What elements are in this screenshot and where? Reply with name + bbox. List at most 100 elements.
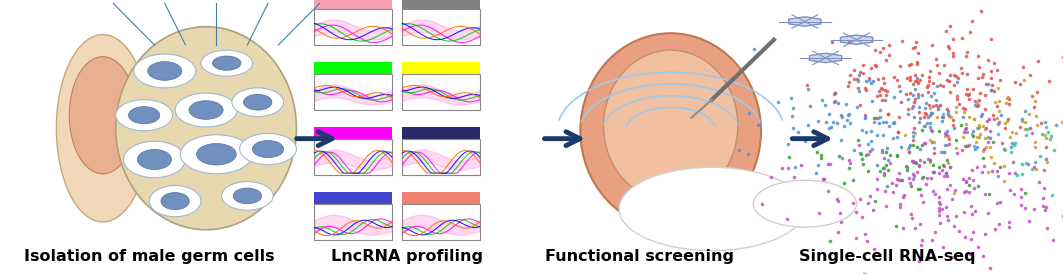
Point: [922, 124, 939, 129]
Point: [854, 128, 871, 132]
FancyBboxPatch shape: [315, 127, 392, 139]
Point: [1015, 78, 1032, 83]
Point: [913, 192, 930, 197]
Point: [967, 99, 984, 103]
Point: [860, 142, 877, 146]
Point: [968, 99, 985, 104]
Point: [1053, 119, 1063, 124]
Point: [983, 169, 1000, 173]
Point: [941, 78, 958, 83]
Point: [1008, 130, 1025, 135]
Point: [857, 115, 874, 119]
Point: [901, 142, 918, 147]
Point: [1054, 213, 1063, 218]
Point: [829, 101, 846, 105]
Point: [871, 121, 888, 125]
Point: [910, 51, 927, 55]
Point: [930, 129, 947, 133]
Point: [1026, 144, 1043, 149]
Point: [1012, 82, 1029, 86]
Point: [939, 78, 956, 83]
Point: [845, 148, 862, 152]
Point: [1001, 225, 1018, 229]
Point: [859, 169, 876, 173]
Point: [810, 119, 827, 123]
Point: [941, 113, 958, 118]
Point: [926, 230, 943, 234]
Point: [965, 144, 982, 149]
Point: [1014, 171, 1031, 176]
Point: [961, 142, 978, 147]
Point: [1013, 195, 1030, 199]
Point: [988, 201, 1005, 205]
Point: [958, 189, 975, 193]
Point: [842, 121, 859, 125]
Point: [879, 112, 896, 116]
Point: [972, 114, 989, 119]
Point: [913, 143, 930, 148]
Point: [868, 133, 885, 137]
Point: [786, 175, 803, 179]
Point: [940, 218, 957, 222]
Point: [940, 109, 957, 113]
Point: [982, 87, 999, 92]
Point: [923, 94, 940, 99]
Point: [889, 78, 906, 82]
Point: [1042, 137, 1059, 141]
Point: [991, 109, 1008, 113]
Point: [958, 54, 975, 58]
Point: [931, 83, 948, 87]
Point: [939, 129, 956, 133]
Ellipse shape: [161, 193, 189, 210]
Point: [954, 70, 971, 75]
Point: [969, 245, 986, 249]
Point: [968, 165, 985, 169]
Point: [956, 210, 973, 214]
Point: [832, 220, 849, 224]
Point: [881, 153, 898, 158]
Point: [967, 140, 984, 144]
Point: [853, 152, 870, 157]
Point: [1003, 141, 1020, 145]
Point: [929, 105, 946, 110]
Point: [896, 132, 913, 137]
FancyBboxPatch shape: [315, 8, 392, 45]
Point: [875, 76, 892, 80]
Point: [983, 83, 1000, 87]
Point: [862, 66, 879, 70]
Point: [911, 163, 928, 167]
Point: [1024, 130, 1041, 135]
FancyBboxPatch shape: [315, 74, 392, 110]
Point: [907, 130, 924, 135]
Point: [950, 229, 967, 233]
Point: [997, 148, 1014, 153]
Point: [867, 116, 884, 121]
Point: [964, 230, 981, 234]
Point: [941, 46, 958, 50]
Ellipse shape: [116, 27, 297, 230]
Point: [990, 86, 1007, 91]
Point: [938, 205, 955, 210]
Point: [944, 54, 961, 58]
Ellipse shape: [134, 54, 196, 88]
Point: [866, 48, 883, 52]
Point: [900, 112, 917, 116]
Point: [937, 142, 954, 147]
Point: [1007, 171, 1024, 175]
Point: [841, 166, 858, 170]
Point: [885, 75, 902, 79]
Point: [977, 145, 994, 149]
Point: [1016, 120, 1033, 124]
Point: [938, 143, 955, 147]
Point: [955, 114, 972, 119]
Point: [906, 115, 923, 119]
Point: [925, 81, 942, 85]
Point: [915, 160, 932, 164]
Point: [932, 150, 949, 155]
Point: [905, 160, 922, 164]
Point: [961, 30, 978, 34]
Point: [952, 65, 969, 70]
Point: [919, 256, 937, 261]
Point: [868, 177, 885, 181]
Point: [1027, 160, 1044, 165]
